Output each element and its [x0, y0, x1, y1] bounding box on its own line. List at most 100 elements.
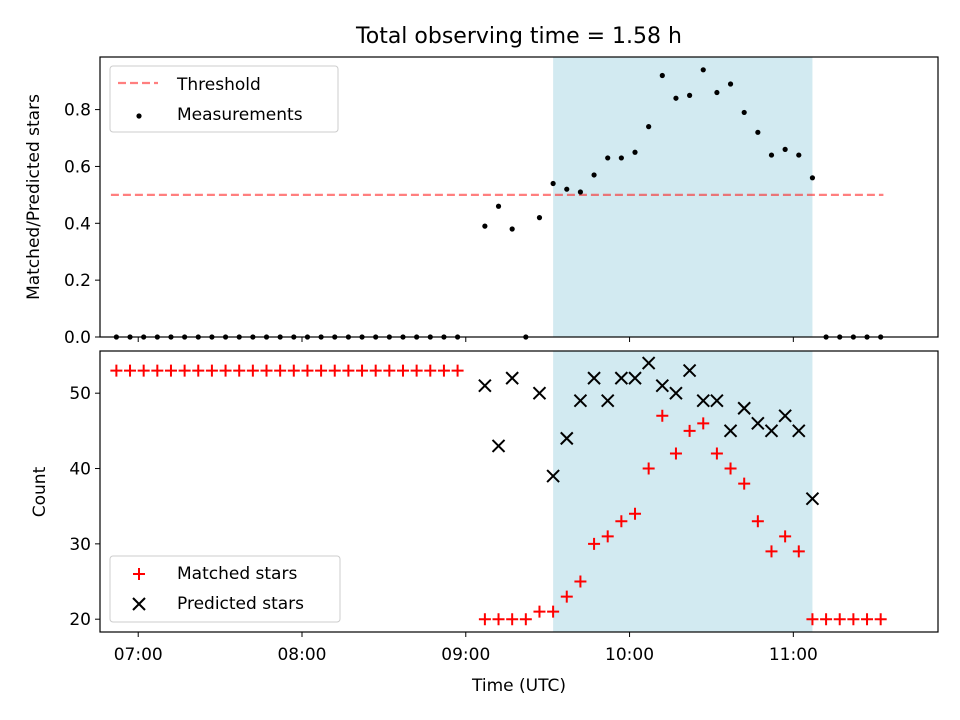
matched-star-point: [833, 613, 846, 626]
matched-star-point: [738, 477, 751, 490]
matched-star-point: [765, 545, 778, 558]
measurement-point: [591, 172, 597, 178]
matched-star-point: [424, 364, 437, 377]
ratio-ytick-label: 0.6: [64, 157, 91, 177]
matched-star-point: [342, 364, 355, 377]
predicted-star-point: [532, 386, 547, 400]
ratio-shaded-span: [553, 57, 813, 337]
matched-star-point: [792, 545, 805, 558]
measurement-point: [782, 146, 788, 152]
predicted-legend-label: Predicted stars: [177, 594, 304, 614]
measurement-point: [632, 149, 638, 155]
matched-star-point: [383, 364, 396, 377]
matched-star-point: [669, 447, 682, 460]
measurement-point: [495, 203, 502, 209]
measurement-point: [564, 186, 570, 192]
measurement-point: [687, 92, 693, 98]
ratio-legend: Threshold Measurements: [109, 65, 339, 133]
counts-ytick-label: 50: [69, 384, 91, 404]
threshold-legend-label: Threshold: [176, 75, 261, 95]
matched-star-point: [847, 613, 860, 626]
matched-star-point: [506, 613, 519, 626]
counts-xtick-label: 09:00: [441, 645, 490, 665]
ratio-legend-box: [109, 65, 339, 133]
matched-star-point: [192, 364, 205, 377]
matched-star-point: [861, 613, 874, 626]
matched-star-point: [205, 364, 218, 377]
matched-star-point: [683, 424, 696, 437]
counts-ytick-label: 30: [69, 535, 91, 555]
predicted-star-point: [792, 424, 806, 438]
predicted-legend-swatch: [132, 597, 146, 611]
matched-star-point: [779, 530, 792, 543]
matched-star-point: [874, 613, 887, 626]
predicted-star-point: [601, 394, 615, 408]
matched-star-point: [369, 364, 382, 377]
predicted-star-point: [573, 394, 588, 408]
predicted-star-point: [505, 371, 519, 385]
measurement-point: [809, 175, 816, 181]
measurement-point: [700, 67, 706, 73]
matched-star-point: [806, 613, 819, 626]
matched-star-point: [574, 575, 587, 588]
measurement-point: [646, 124, 652, 130]
matched-star-point: [492, 613, 505, 626]
matched-star-point: [601, 530, 614, 543]
matched-star-point: [710, 447, 723, 460]
matched-star-point: [751, 515, 764, 528]
predicted-star-point: [710, 394, 724, 408]
matched-star-point: [274, 364, 287, 377]
matched-star-point: [547, 605, 560, 618]
matched-star-point: [260, 364, 273, 377]
predicted-star-point: [764, 424, 779, 438]
measurement-point: [509, 226, 515, 232]
predicted-star-point: [560, 431, 574, 446]
measurement-point: [768, 152, 775, 158]
matched-star-point: [178, 364, 191, 377]
measurement-point: [550, 180, 556, 187]
counts-shaded-span: [553, 351, 813, 632]
counts-legend: Matched stars Predicted stars: [109, 555, 341, 623]
matched-star-point: [724, 462, 737, 475]
matched-star-point: [615, 515, 628, 528]
measurement-point: [605, 155, 611, 161]
matched-star-point: [588, 537, 601, 550]
predicted-star-point: [491, 439, 506, 453]
measurement-point: [755, 129, 761, 135]
predicted-star-point: [723, 424, 738, 438]
predicted-star-point: [614, 371, 629, 385]
counts-xtick-label: 08:00: [277, 645, 326, 665]
counts-plot-area: 20 30 40 50 07:00 08:00 09:00 10:00 11:00: [69, 350, 939, 665]
measurement-point: [482, 223, 488, 229]
predicted-star-point: [641, 356, 656, 370]
ratio-ylabel: Matched/Predicted stars: [24, 94, 44, 300]
ratio-ytick-label: 0.4: [64, 214, 91, 234]
matched-star-point: [410, 364, 423, 377]
matched-star-point: [478, 613, 491, 626]
measurement-point: [659, 72, 665, 79]
matched-star-point: [301, 364, 314, 377]
matched-legend-swatch: [133, 568, 145, 580]
matched-star-point: [246, 364, 259, 377]
matched-star-point: [124, 364, 137, 377]
matched-star-point: [328, 364, 341, 377]
matched-star-point: [697, 417, 710, 430]
ratio-ytick-label: 0.2: [64, 271, 91, 291]
measurements-legend-swatch: [136, 113, 142, 119]
matched-star-point: [533, 605, 546, 618]
measurement-point: [727, 81, 734, 87]
matched-star-point: [629, 507, 642, 520]
predicted-star-point: [805, 491, 820, 506]
predicted-star-point: [751, 416, 765, 431]
predicted-star-point: [655, 378, 670, 393]
ratio-plot-area: 0.0 0.2 0.4 0.6 0.8: [64, 56, 939, 348]
counts-xtick-label: 11:00: [769, 645, 818, 665]
measurement-point: [577, 189, 584, 195]
predicted-star-point: [682, 363, 697, 378]
matched-star-point: [396, 364, 409, 377]
matched-star-point: [437, 364, 450, 377]
matched-star-point: [164, 364, 177, 377]
predicted-star-point: [546, 469, 560, 483]
